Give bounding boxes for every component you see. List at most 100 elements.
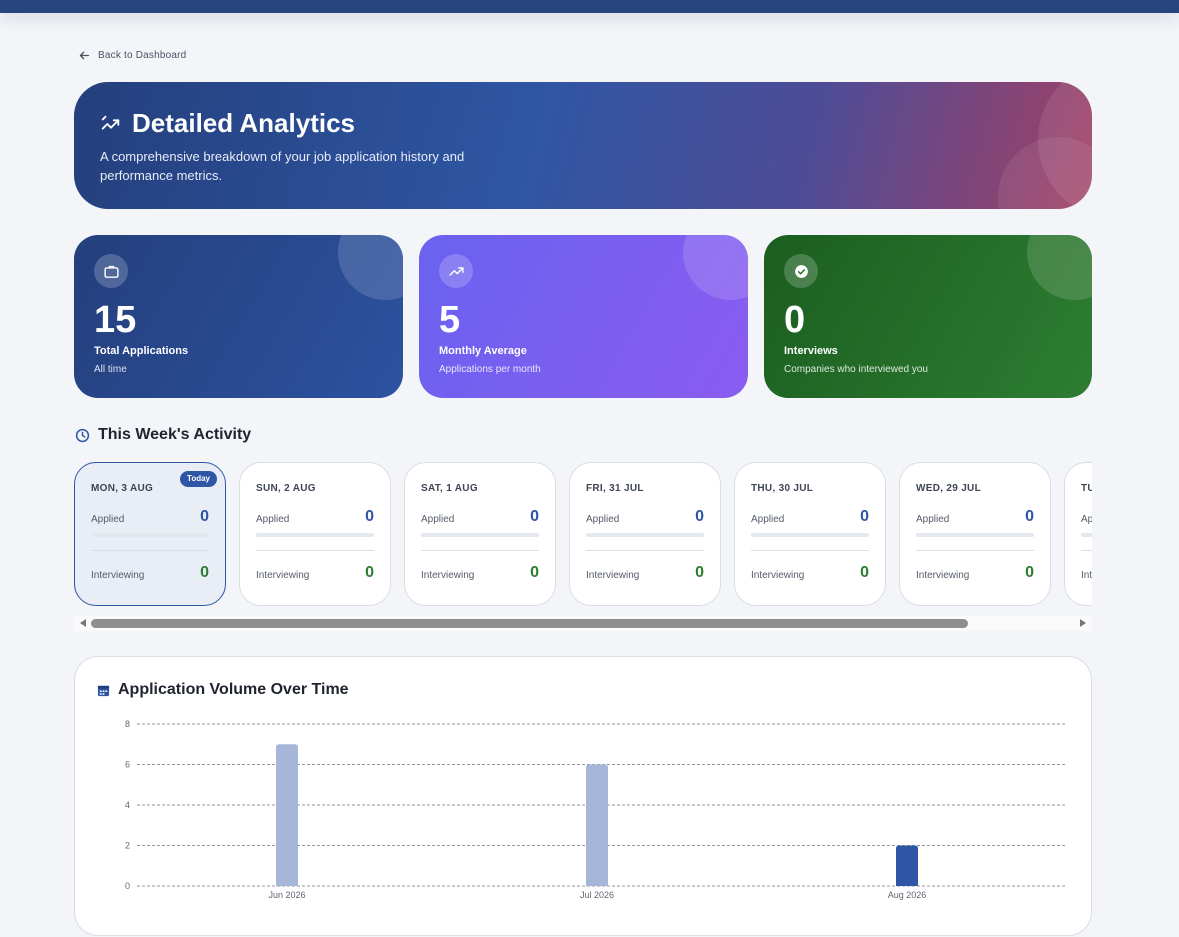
volume-bar-chart: 0 2 4 6 8 Jun 2026 Jul 2026 Aug 2026 <box>125 719 1067 900</box>
decorative-circle <box>998 137 1092 209</box>
day-name: THU, 30 JUL <box>751 483 814 494</box>
bar-aug-2026[interactable] <box>896 845 918 887</box>
stat-card-total-applications: 15 Total Applications All time <box>74 235 403 398</box>
arrow-left-icon <box>79 51 90 60</box>
y-tick-label: 0 <box>125 881 130 891</box>
day-name: SUN, 2 AUG <box>256 483 316 494</box>
application-volume-card: Application Volume Over Time 0 2 4 6 8 Jun 20… <box>74 656 1092 936</box>
stat-label: Total Applications <box>94 345 189 357</box>
x-tick-label: Aug 2026 <box>888 890 927 900</box>
divider <box>1081 550 1092 551</box>
volume-chart-title: Application Volume Over Time <box>118 681 349 698</box>
y-tick-label: 2 <box>125 841 130 851</box>
calendar-icon <box>97 685 110 696</box>
y-tick-label: 4 <box>125 800 130 810</box>
decorative-circle <box>338 235 403 300</box>
day-card: SUN, 2 AUG Applied 0 Interviewing 0 <box>239 462 391 606</box>
applied-progress-track <box>421 533 539 537</box>
day-card: THU, 30 JUL Applied 0 Interviewing 0 <box>734 462 886 606</box>
day-name: TU <box>1081 483 1092 494</box>
divider <box>586 550 704 551</box>
x-tick-label: Jul 2026 <box>580 890 614 900</box>
stat-value: 15 <box>94 299 137 341</box>
stat-icon-wrap <box>439 254 473 288</box>
day-card: FRI, 31 JUL Applied 0 Interviewing 0 <box>569 462 721 606</box>
day-name: MON, 3 AUG <box>91 483 154 494</box>
divider <box>91 550 209 551</box>
divider <box>256 550 374 551</box>
back-to-dashboard-link[interactable]: Back to Dashboard <box>78 49 186 62</box>
stat-caption: Applications per month <box>439 364 541 375</box>
stat-icon-wrap <box>784 254 818 288</box>
stat-card-monthly-average: 5 Monthly Average Applications per month <box>419 235 748 398</box>
interviewing-label: Interviewing <box>91 570 145 581</box>
applied-progress-track <box>91 533 209 537</box>
interviewing-count: 0 <box>695 564 704 581</box>
applied-count: 0 <box>530 508 539 525</box>
x-tick-label: Jun 2026 <box>268 890 305 900</box>
day-name: WED, 29 JUL <box>916 483 981 494</box>
clock-icon <box>75 428 90 442</box>
applied-label: Applied <box>751 514 785 525</box>
day-card: TUApplied0Interviewing0 <box>1064 462 1092 606</box>
interviewing-label: Interviewing <box>916 570 970 581</box>
applied-label: Applied <box>1081 514 1092 525</box>
horizontal-scrollbar[interactable] <box>74 616 1092 631</box>
divider <box>421 550 539 551</box>
applied-label: Applied <box>421 514 455 525</box>
scroll-left-arrow-icon[interactable] <box>80 619 86 627</box>
stat-caption: All time <box>94 364 127 375</box>
stat-value: 5 <box>439 299 461 341</box>
interviewing-count: 0 <box>365 564 374 581</box>
applied-progress-track <box>916 533 1034 537</box>
divider <box>916 550 1034 551</box>
interviewing-label: Interviewing <box>586 570 640 581</box>
applied-label: Applied <box>586 514 620 525</box>
applied-label: Applied <box>91 514 125 525</box>
week-activity-title: This Week's Activity <box>98 426 252 443</box>
interviewing-label: Interviewing <box>421 570 475 581</box>
day-card: SAT, 1 AUG Applied 0 Interviewing 0 <box>404 462 556 606</box>
applied-count: 0 <box>200 508 209 525</box>
page-title: Detailed Analytics <box>100 108 355 139</box>
analytics-icon <box>101 115 120 129</box>
briefcase-icon <box>103 265 119 278</box>
bar-jun-2026[interactable] <box>276 744 298 886</box>
trending-up-icon <box>448 266 464 276</box>
scroll-right-arrow-icon[interactable] <box>1080 619 1086 627</box>
applied-progress-track <box>1081 533 1092 537</box>
applied-progress-track <box>256 533 374 537</box>
week-activity-heading: This Week's Activity <box>75 426 251 444</box>
stat-icon-wrap <box>94 254 128 288</box>
interviewing-label: Interviewing <box>1081 570 1092 581</box>
volume-chart-heading: Application Volume Over Time <box>97 681 349 699</box>
day-name: SAT, 1 AUG <box>421 483 478 494</box>
stat-card-interviews: 0 Interviews Companies who interviewed y… <box>764 235 1092 398</box>
decorative-circle <box>1027 235 1092 300</box>
applied-count: 0 <box>695 508 704 525</box>
bar-jul-2026[interactable] <box>586 764 608 887</box>
interviewing-count: 0 <box>200 564 209 581</box>
stat-label: Monthly Average <box>439 345 527 357</box>
stat-caption: Companies who interviewed you <box>784 364 928 375</box>
page-subtitle: A comprehensive breakdown of your job ap… <box>100 149 465 183</box>
scrollbar-thumb[interactable] <box>91 619 968 628</box>
interviewing-label: Interviewing <box>751 570 805 581</box>
top-bar <box>0 0 1179 13</box>
today-badge: Today <box>180 471 217 487</box>
interviewing-label: Interviewing <box>256 570 310 581</box>
divider <box>751 550 869 551</box>
interviewing-count: 0 <box>530 564 539 581</box>
stat-label: Interviews <box>784 345 838 357</box>
day-card: MON, 3 AUG Applied 0 Interviewing 0 Today <box>74 462 226 606</box>
interviewing-count: 0 <box>860 564 869 581</box>
applied-count: 0 <box>365 508 374 525</box>
page-title-text: Detailed Analytics <box>132 108 356 138</box>
back-link-label: Back to Dashboard <box>98 50 187 61</box>
applied-progress-track <box>751 533 869 537</box>
hero-banner: Detailed Analytics A comprehensive break… <box>74 82 1092 209</box>
check-circle-icon <box>794 264 808 278</box>
week-activity-strip[interactable]: MON, 3 AUG Applied 0 Interviewing 0 Today SUN,… <box>74 462 1092 607</box>
interviewing-count: 0 <box>1025 564 1034 581</box>
y-tick-label: 6 <box>125 760 130 770</box>
